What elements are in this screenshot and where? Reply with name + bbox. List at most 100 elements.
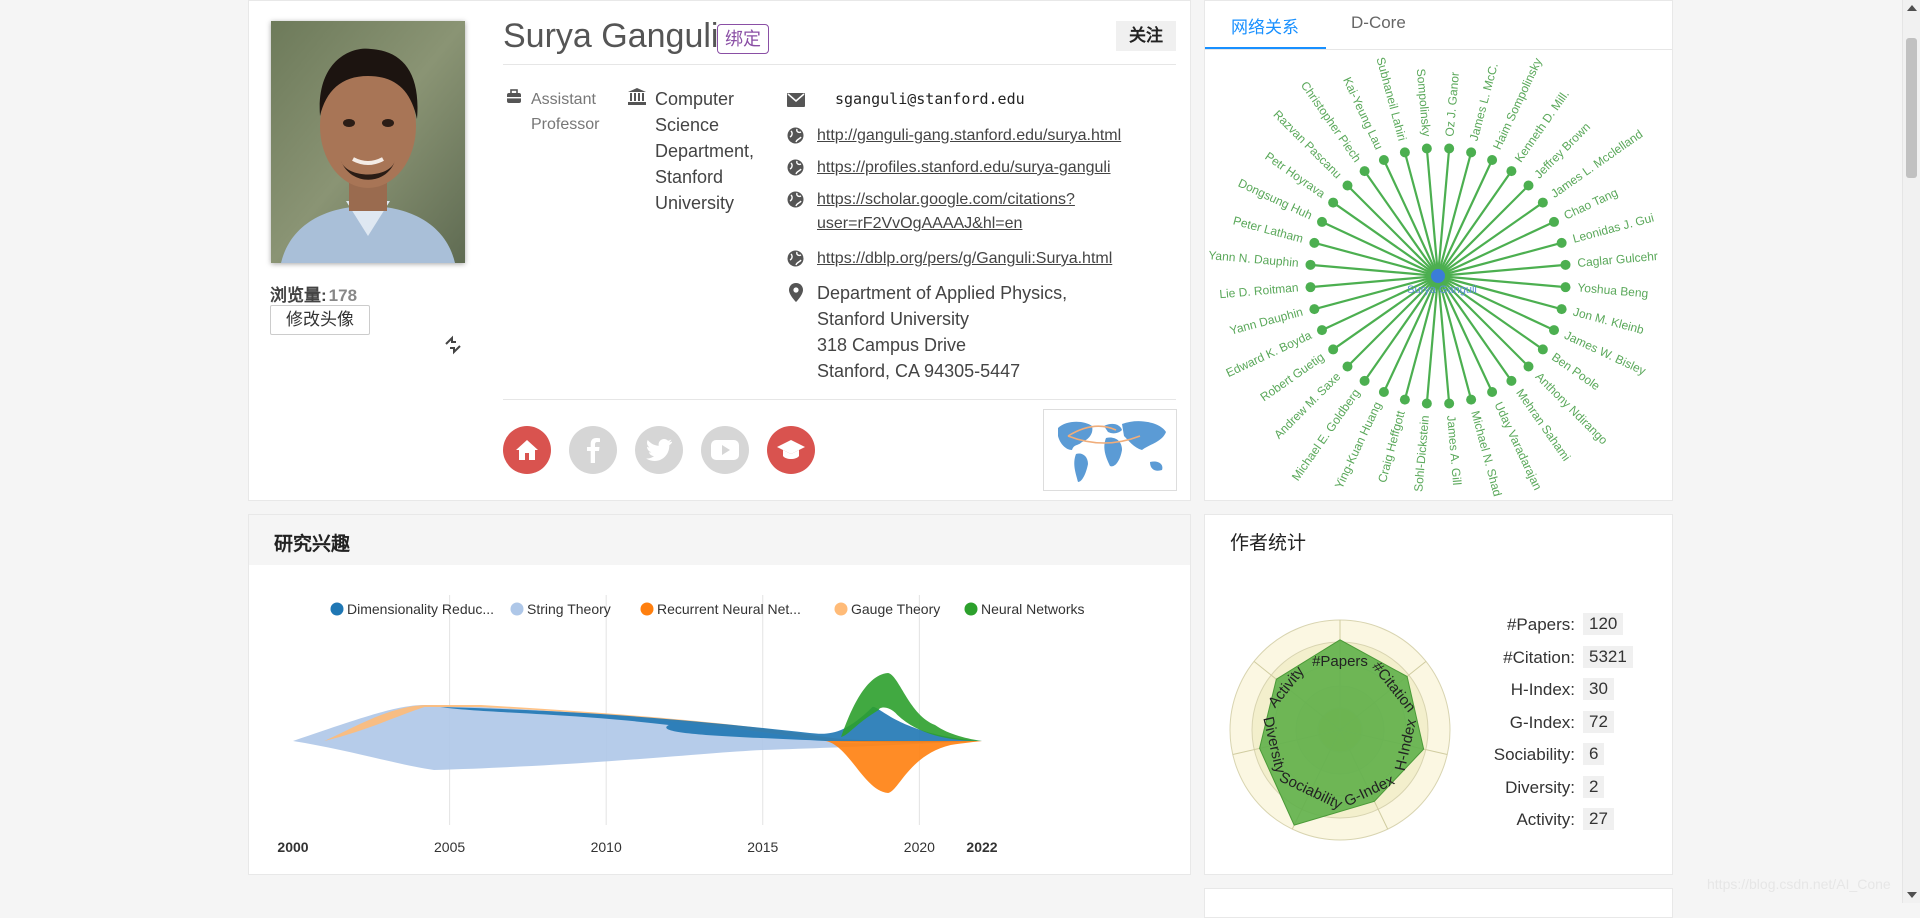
network-node[interactable] xyxy=(1537,197,1548,208)
author-radar-chart[interactable]: #Papers #CitationH-IndexG-IndexSociabilit… xyxy=(1220,610,1460,850)
network-node-label[interactable]: Sompolinsky xyxy=(1414,68,1434,137)
profile-photo xyxy=(271,21,465,263)
network-node[interactable] xyxy=(1359,375,1370,386)
network-node[interactable] xyxy=(1359,166,1370,177)
network-edge xyxy=(1425,275,1440,404)
network-node[interactable] xyxy=(1560,259,1571,270)
dblp-link[interactable]: https://dblp.org/pers/g/Ganguli:Surya.ht… xyxy=(817,250,1113,267)
scroll-up-arrow[interactable] xyxy=(1907,5,1917,11)
network-node-label[interactable]: Yann N. Dauphin xyxy=(1208,248,1299,270)
legend-swatch[interactable] xyxy=(330,602,344,616)
scholar-social-button[interactable] xyxy=(767,426,815,474)
network-node[interactable] xyxy=(1466,147,1477,158)
network-node[interactable] xyxy=(1487,387,1498,398)
network-node[interactable] xyxy=(1316,216,1327,227)
twitter-social-button[interactable] xyxy=(635,426,683,474)
network-node-label[interactable]: Lie D. Roitman xyxy=(1219,280,1299,301)
research-interest-streamgraph[interactable]: 2000 2005 2010 2015 2020 2022 Dimensionality R… xyxy=(249,565,1190,874)
network-node-label[interactable]: Sohl-Dickstein xyxy=(1411,415,1432,493)
page-scrollbar[interactable] xyxy=(1902,0,1920,903)
change-avatar-button[interactable]: 修改头像 xyxy=(270,305,370,335)
network-node[interactable] xyxy=(1399,147,1410,158)
network-node[interactable] xyxy=(1378,387,1389,398)
network-node[interactable] xyxy=(1556,237,1567,248)
home-social-button[interactable] xyxy=(503,426,551,474)
coauthor-network-graph[interactable]: Oz J. Ganor James L. McC.Haim Sompolinsky… xyxy=(1205,49,1672,500)
graduation-cap-icon xyxy=(777,440,805,459)
network-node[interactable] xyxy=(1560,282,1571,293)
location-map-thumbnail[interactable] xyxy=(1043,409,1177,491)
network-node-label[interactable]: James A. Gill xyxy=(1444,415,1464,486)
legend-swatch[interactable] xyxy=(964,602,978,616)
network-center-node[interactable] xyxy=(1431,269,1445,283)
profile-link[interactable]: https://profiles.stanford.edu/surya-gang… xyxy=(817,159,1111,176)
legend-label[interactable]: Dimensionality Reduc... xyxy=(347,601,494,617)
legend-swatch[interactable] xyxy=(834,602,848,616)
network-node[interactable] xyxy=(1399,394,1410,405)
legend-swatch[interactable] xyxy=(640,602,654,616)
address: Department of Applied Physics, Stanford U… xyxy=(817,283,1068,381)
legend-swatch[interactable] xyxy=(510,602,524,616)
network-edge xyxy=(1314,274,1439,311)
network-node-label[interactable]: Michael N. Shad xyxy=(1468,409,1504,498)
network-node[interactable] xyxy=(1444,143,1455,154)
network-node-label[interactable]: Peter Latham xyxy=(1232,214,1305,246)
network-node-label[interactable]: Oz J. Ganor xyxy=(1442,71,1462,137)
network-node[interactable] xyxy=(1506,375,1517,386)
author-name: Surya Ganguli xyxy=(503,17,719,55)
network-node[interactable] xyxy=(1328,344,1339,355)
network-edge xyxy=(1382,275,1439,393)
network-node[interactable] xyxy=(1342,361,1353,372)
network-node-label[interactable]: Yann Dauphin xyxy=(1228,305,1304,338)
network-node[interactable] xyxy=(1421,143,1432,154)
network-node[interactable] xyxy=(1556,304,1567,315)
network-node[interactable] xyxy=(1523,361,1534,372)
network-node[interactable] xyxy=(1378,154,1389,165)
stat-row: H-Index: 30 xyxy=(1475,678,1655,702)
network-node-label[interactable]: Caglar Gulcehr xyxy=(1577,249,1659,270)
network-node-label[interactable]: Yoshua Beng xyxy=(1577,280,1649,300)
network-node[interactable] xyxy=(1506,166,1517,177)
network-edge xyxy=(1363,170,1439,277)
stream-layer[interactable] xyxy=(841,673,982,741)
network-node[interactable] xyxy=(1444,398,1455,409)
network-node[interactable] xyxy=(1549,325,1560,336)
swap-icon[interactable] xyxy=(443,335,463,360)
network-node[interactable] xyxy=(1305,259,1316,270)
radar-area[interactable] xyxy=(1259,639,1425,826)
network-node-label[interactable]: Leonidas J. Gui xyxy=(1571,211,1655,246)
network-node[interactable] xyxy=(1549,216,1560,227)
tab-network-relations[interactable]: 网络关系 xyxy=(1231,18,1299,37)
scroll-down-arrow[interactable] xyxy=(1907,892,1917,898)
scholar-link[interactable]: https://scholar.google.com/citations? use… xyxy=(817,191,1075,232)
stream-layer[interactable] xyxy=(825,741,982,793)
email-address[interactable]: sganguli@stanford.edu xyxy=(835,90,1025,108)
network-node[interactable] xyxy=(1309,237,1320,248)
homepage-link[interactable]: http://ganguli-gang.stanford.edu/surya.h… xyxy=(817,127,1122,144)
network-node[interactable] xyxy=(1487,154,1498,165)
follow-button[interactable]: 关注 xyxy=(1116,21,1176,51)
network-node[interactable] xyxy=(1328,197,1339,208)
scrollbar-thumb[interactable] xyxy=(1906,38,1917,178)
network-node-label[interactable]: Craig Heffgott xyxy=(1375,409,1408,485)
legend-label[interactable]: Neural Networks xyxy=(981,601,1084,617)
network-node[interactable] xyxy=(1421,398,1432,409)
stream-layer[interactable] xyxy=(293,705,982,770)
network-node[interactable] xyxy=(1309,304,1320,315)
network-node-label[interactable]: James L. Mcclelland xyxy=(1548,127,1645,201)
network-node[interactable] xyxy=(1305,282,1316,293)
legend-label[interactable]: String Theory xyxy=(527,601,611,617)
facebook-social-button[interactable] xyxy=(569,426,617,474)
network-node[interactable] xyxy=(1342,180,1353,191)
network-node-label[interactable]: James L. McC. xyxy=(1467,61,1501,142)
youtube-social-button[interactable] xyxy=(701,426,749,474)
legend-label[interactable]: Gauge Theory xyxy=(851,601,940,617)
network-node[interactable] xyxy=(1523,180,1534,191)
bind-button[interactable]: 绑定 xyxy=(717,24,769,54)
network-node-label[interactable]: Jon M. Kleinb xyxy=(1572,305,1646,337)
network-node[interactable] xyxy=(1466,394,1477,405)
tab-d-core[interactable]: D-Core xyxy=(1351,13,1406,32)
network-node[interactable] xyxy=(1537,344,1548,355)
legend-label[interactable]: Recurrent Neural Net... xyxy=(657,601,801,617)
network-node[interactable] xyxy=(1316,325,1327,336)
